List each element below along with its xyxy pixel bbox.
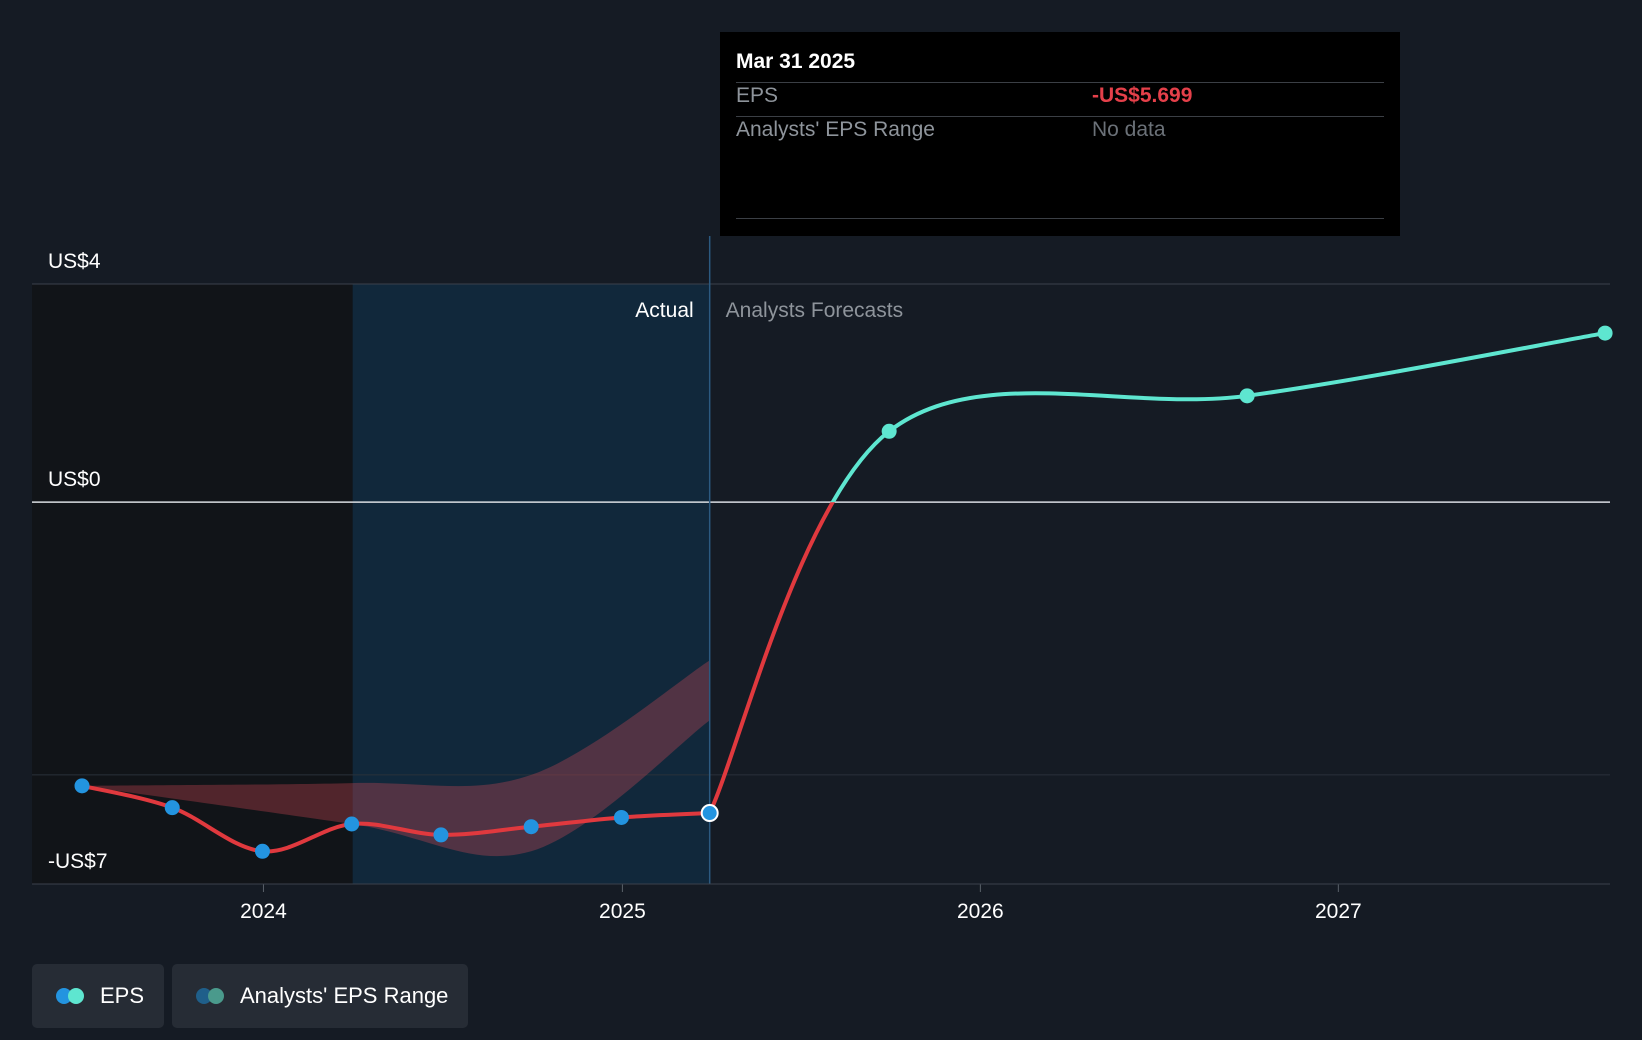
eps-forecast-negative-line bbox=[707, 502, 836, 814]
tooltip-divider bbox=[736, 218, 1384, 219]
tooltip-eps-value: -US$5.699 bbox=[1092, 84, 1193, 107]
data-tooltip: Mar 31 2025 EPS -US$5.699 Analysts' EPS … bbox=[720, 32, 1400, 236]
eps-actual-line bbox=[81, 783, 710, 854]
x-axis-tick-label: 2025 bbox=[599, 900, 646, 923]
eps-actual-point bbox=[164, 800, 180, 816]
eps-forecast-line bbox=[830, 331, 1606, 503]
eps-actual-point bbox=[523, 819, 539, 835]
eps-actual-point bbox=[613, 809, 629, 825]
actual-period-band bbox=[352, 284, 710, 884]
legend-label-eps: EPS bbox=[100, 983, 145, 1008]
y-axis-tick-label: -US$7 bbox=[48, 850, 108, 873]
x-axis-tick-label: 2024 bbox=[240, 900, 287, 923]
eps-actual-point bbox=[254, 843, 270, 859]
actual-region-label: Actual bbox=[635, 299, 693, 322]
analysts-eps-range-area bbox=[82, 660, 710, 857]
forecast-region-label: Analysts Forecasts bbox=[726, 299, 903, 322]
range-legend-icon bbox=[208, 988, 224, 1004]
tooltip-divider bbox=[736, 116, 1384, 117]
x-axis-tick-label: 2027 bbox=[1315, 900, 1362, 923]
tooltip-eps-label: EPS bbox=[736, 84, 779, 107]
eps-forecast-point bbox=[881, 423, 897, 439]
y-axis-tick-label: US$4 bbox=[48, 250, 101, 273]
eps-legend-icon bbox=[68, 988, 84, 1004]
legend-item-eps[interactable]: EPS bbox=[32, 964, 164, 1028]
eps-highlighted-point bbox=[700, 804, 719, 823]
tooltip-range-label: Analysts' EPS Range bbox=[736, 118, 935, 141]
tooltip-date: Mar 31 2025 bbox=[736, 50, 856, 73]
legend-item-range[interactable]: Analysts' EPS Range bbox=[172, 964, 468, 1028]
legend-label-range: Analysts' EPS Range bbox=[240, 983, 449, 1008]
eps-forecast-point bbox=[1239, 388, 1255, 404]
y-axis-tick-label: US$0 bbox=[48, 468, 101, 491]
tooltip-divider bbox=[736, 82, 1384, 83]
tooltip-range-value: No data bbox=[1092, 118, 1166, 141]
x-axis-tick-label: 2026 bbox=[957, 900, 1004, 923]
eps-actual-point bbox=[344, 816, 360, 832]
eps-actual-point bbox=[74, 778, 90, 794]
eps-actual-point bbox=[433, 827, 449, 843]
eps-forecast-point bbox=[1597, 325, 1613, 341]
